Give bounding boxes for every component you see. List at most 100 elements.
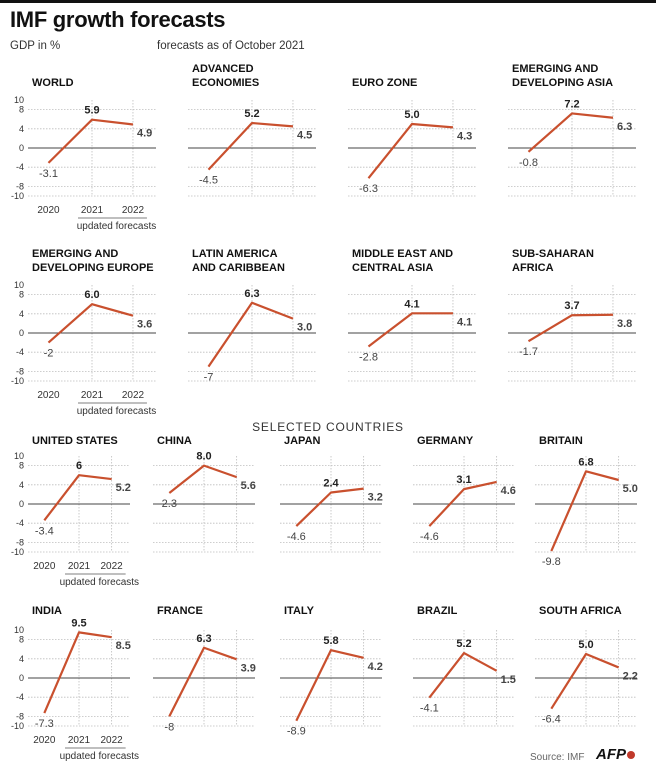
data-label: 6.3 [196, 633, 211, 645]
data-label: -4.6 [420, 531, 439, 543]
data-label: -9.8 [542, 556, 561, 568]
data-label: 3.6 [137, 319, 152, 331]
chart-title-line: INDIA [32, 605, 62, 617]
chart-title-line: EMERGING AND [512, 63, 598, 75]
series-line [550, 652, 620, 710]
y-tick-label: -4 [16, 162, 24, 172]
data-label: 3.0 [297, 322, 312, 334]
forecast-note-label: updated forecasts [77, 221, 157, 232]
y-tick-label: -4 [16, 692, 24, 702]
series-line [207, 301, 294, 368]
data-label: 5.8 [323, 635, 338, 647]
chart-title-line: LATIN AMERICA [192, 248, 278, 260]
series-line [43, 474, 112, 521]
data-label: 5.2 [116, 482, 131, 494]
y-tick-label: 10 [14, 451, 24, 461]
data-label: 4.3 [457, 130, 472, 142]
x-tick-label: 2021 [81, 205, 104, 216]
data-label: -7 [204, 372, 214, 384]
chart-title: WORLD [32, 77, 74, 89]
chart-title: EMERGING AND DEVELOPING EUROPE [32, 248, 154, 274]
data-label: 5.0 [623, 483, 638, 495]
series-line [43, 631, 112, 714]
data-label: 6 [76, 460, 82, 472]
data-label: 5.2 [456, 638, 471, 650]
data-label: 3.2 [368, 492, 383, 504]
y-tick-label: 4 [19, 124, 24, 134]
chart-title: EURO ZONE [352, 77, 417, 89]
data-label: 7.2 [564, 98, 579, 110]
chart-title-line: SOUTH AFRICA [539, 605, 622, 617]
data-label: 4.1 [457, 316, 472, 328]
data-label: 6.0 [84, 289, 99, 301]
page-title: IMF growth forecasts [10, 7, 226, 32]
chart-title-line: EURO ZONE [352, 77, 417, 89]
chart-title-line: AND CARIBBEAN [192, 262, 285, 274]
chart-title-line: ITALY [284, 605, 315, 617]
data-label: -2.8 [359, 351, 378, 363]
x-tick-label: 2022 [101, 735, 124, 746]
data-label: 8.0 [196, 451, 211, 463]
chart-title: ADVANCED ECONOMIES [192, 63, 259, 89]
data-label: -7.3 [35, 718, 54, 730]
chart-title: BRITAIN [539, 435, 583, 447]
y-tick-label: 8 [19, 290, 24, 300]
data-label: 5.0 [404, 109, 419, 121]
y-tick-label: 0 [19, 499, 24, 509]
x-tick-label: 2021 [68, 561, 91, 572]
y-tick-label: 8 [19, 635, 24, 645]
chart-title: FRANCE [157, 605, 203, 617]
series-line [295, 649, 364, 722]
y-tick-label: -4 [16, 347, 24, 357]
chart-title: ITALY [284, 605, 315, 617]
data-label: -6.3 [359, 183, 378, 195]
y-tick-label: 8 [19, 105, 24, 115]
data-label: 6.3 [617, 121, 632, 133]
y-tick-label: 10 [14, 625, 24, 635]
chart-title-line: EMERGING AND [32, 248, 118, 260]
chart-title: GERMANY [417, 435, 474, 447]
data-label: 5.6 [241, 480, 256, 492]
y-tick-label: -8 [16, 537, 24, 547]
y-tick-label: 0 [19, 673, 24, 683]
data-label: -4.1 [420, 703, 439, 715]
data-label: -4.6 [287, 531, 306, 543]
data-label: 4.1 [404, 298, 419, 310]
data-label: -2 [44, 348, 54, 360]
data-label: -6.4 [542, 714, 561, 726]
chart-title-line: BRITAIN [539, 435, 583, 447]
series-line [207, 121, 294, 171]
x-tick-label: 2022 [122, 205, 145, 216]
data-label: -8 [164, 721, 174, 733]
series-line [550, 470, 619, 552]
data-label: 2.3 [162, 498, 177, 510]
data-label: -4.5 [199, 175, 218, 187]
chart-title-line: AFRICA [512, 262, 554, 274]
x-tick-label: 2021 [68, 735, 91, 746]
chart-title: EMERGING AND DEVELOPING ASIA [512, 63, 613, 89]
series-line [47, 303, 134, 344]
data-label: 9.5 [71, 617, 86, 629]
y-tick-label: -4 [16, 518, 24, 528]
afp-logo-text: AFP [596, 746, 626, 763]
y-tick-label: 10 [14, 95, 24, 105]
data-label: 3.1 [456, 474, 471, 486]
forecast-note-label: updated forecasts [60, 577, 140, 588]
chart-title-line: CENTRAL ASIA [352, 262, 433, 274]
forecast-note: forecasts as of October 2021 [157, 40, 305, 52]
afp-logo: AFP [596, 746, 635, 763]
chart-title-line: UNITED STATES [32, 435, 118, 447]
y-tick-label: -8 [16, 366, 24, 376]
data-label: -1.7 [519, 346, 538, 358]
data-label: 6.8 [578, 456, 593, 468]
forecast-note-label: updated forecasts [77, 406, 157, 417]
data-label: -3.4 [35, 525, 54, 537]
logo-dot [627, 751, 635, 759]
data-label: 1.5 [501, 674, 516, 686]
data-label: 5.2 [244, 108, 259, 120]
x-tick-label: 2020 [37, 390, 60, 401]
chart-title-line: BRAZIL [417, 605, 458, 617]
y-tick-label: -10 [11, 191, 24, 201]
x-tick-label: 2021 [81, 390, 104, 401]
